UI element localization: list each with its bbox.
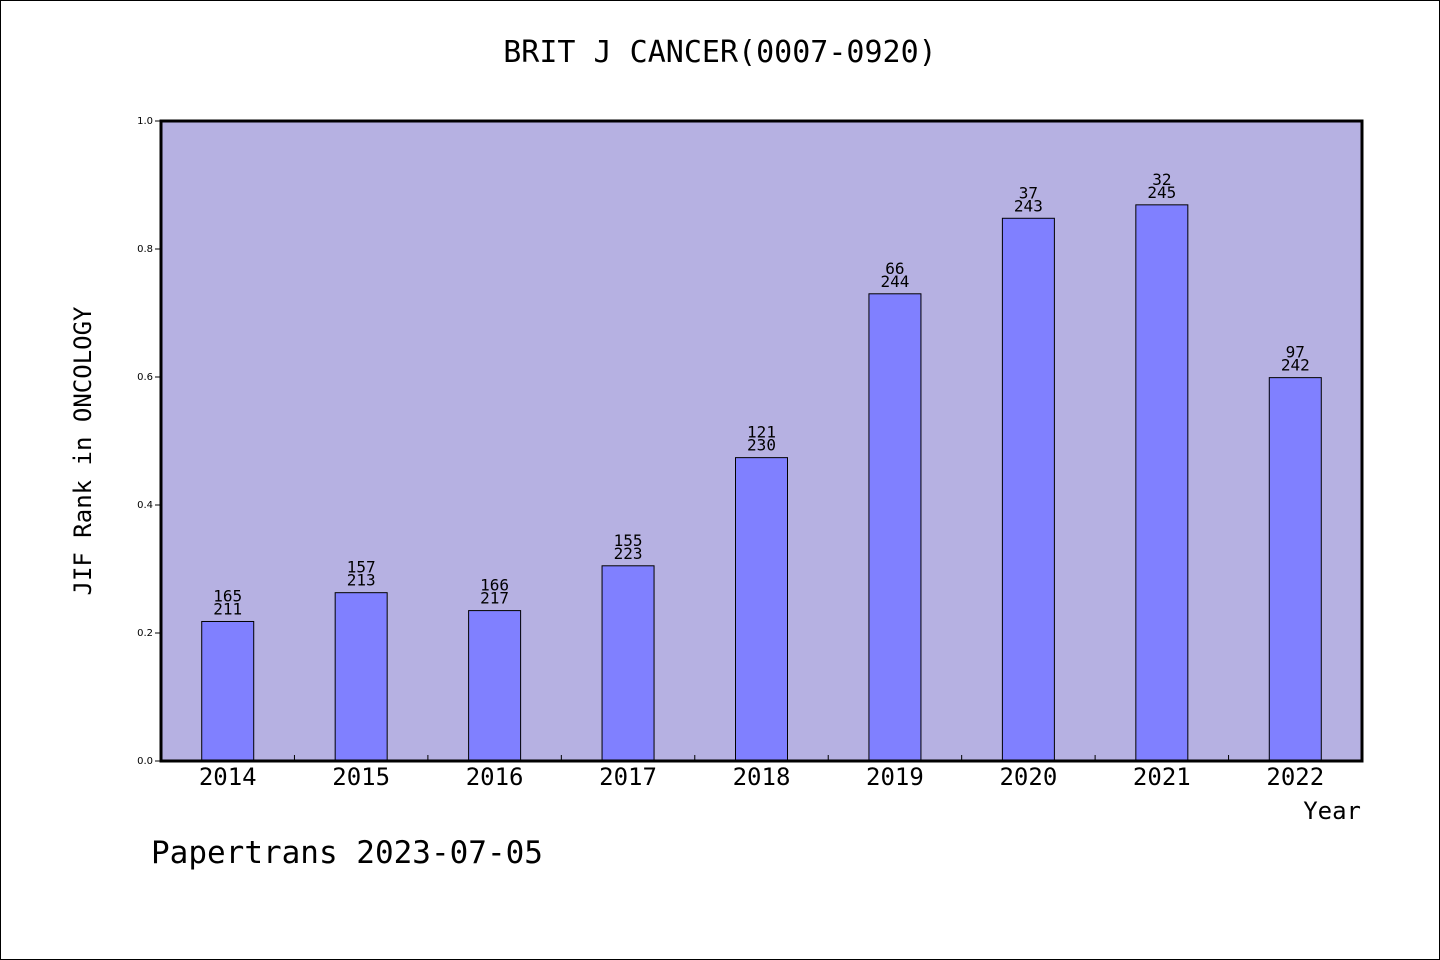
data-label-total: 230 [747, 436, 776, 455]
data-label-total: 211 [213, 599, 242, 618]
x-tick-label: 2015 [332, 763, 390, 791]
bar [735, 457, 788, 762]
data-label-rank: 155 [614, 531, 643, 550]
bar [868, 293, 922, 762]
x-tick-label: 2021 [1133, 763, 1191, 791]
bar [334, 592, 388, 762]
y-tick-label: 1.0 [137, 116, 153, 127]
y-tick-label: 0.8 [137, 244, 153, 255]
x-tick-label: 2020 [999, 763, 1057, 791]
data-label-rank: 165 [213, 586, 242, 605]
data-label-total: 243 [1014, 196, 1043, 215]
x-tick-label: 2017 [599, 763, 657, 791]
x-tick-label: 2014 [199, 763, 257, 791]
data-label-rank: 157 [347, 558, 376, 577]
data-label-total: 245 [1147, 183, 1176, 202]
bar [1001, 217, 1055, 762]
data-label-total: 213 [347, 571, 376, 590]
data-label-rank: 32 [1152, 170, 1171, 189]
footer-text: Papertrans 2023-07-05 [151, 835, 543, 871]
y-tick-label: 0.6 [137, 372, 153, 383]
x-tick-label: 2019 [866, 763, 924, 791]
bar [468, 610, 522, 762]
data-label-total: 223 [614, 544, 643, 563]
plot-border [159, 119, 1364, 763]
data-label-rank: 166 [480, 576, 509, 595]
data-label-total: 244 [880, 272, 909, 291]
data-label-rank: 121 [747, 423, 776, 442]
x-tick-label: 2016 [466, 763, 524, 791]
x-axis-label: Year [1303, 797, 1361, 825]
data-label-rank: 37 [1019, 183, 1038, 202]
y-tick-label: 0.4 [137, 500, 153, 511]
x-tick-label: 2018 [733, 763, 791, 791]
bar [201, 620, 255, 762]
x-tick-label: 2022 [1266, 763, 1324, 791]
data-label-total: 217 [480, 589, 509, 608]
data-label-rank: 66 [885, 259, 904, 278]
chart-title: BRIT J CANCER(0007-0920) [503, 35, 937, 70]
bar [1268, 377, 1322, 762]
bar [601, 565, 655, 762]
data-label-rank: 97 [1286, 343, 1305, 362]
data-label-total: 242 [1281, 356, 1310, 375]
bar [1135, 204, 1189, 762]
y-tick-label: 0.0 [137, 756, 153, 767]
y-tick-label: 0.2 [137, 628, 153, 639]
